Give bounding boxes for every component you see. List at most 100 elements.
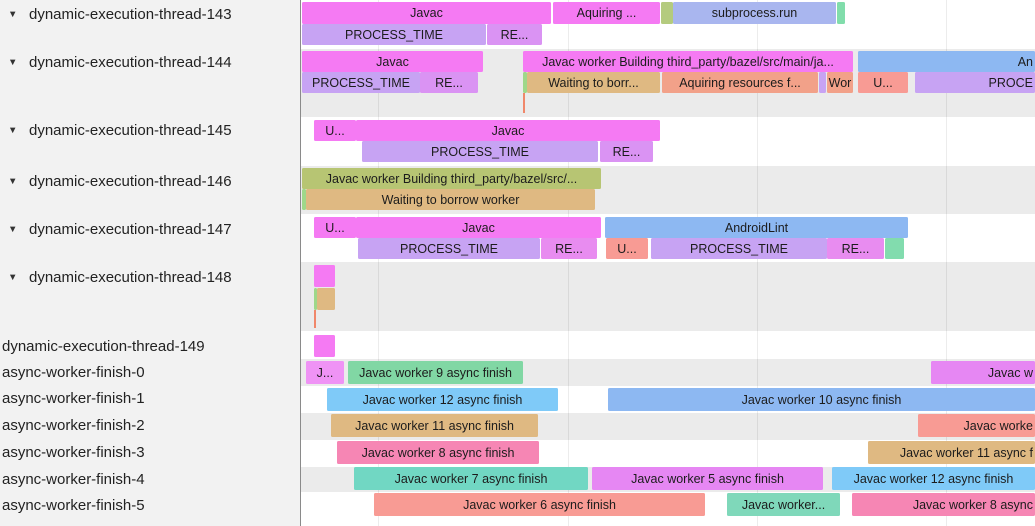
bar-label: Javac xyxy=(491,123,525,138)
trace-bar[interactable] xyxy=(523,72,527,93)
trace-bar[interactable]: Javac w xyxy=(931,361,1035,384)
row-label: dynamic-execution-thread-149 xyxy=(2,337,205,355)
sidebar-row-async-worker-finish-0[interactable]: async-worker-finish-0 xyxy=(0,361,300,383)
sidebar-row-dynamic-execution-thread-145[interactable]: ▼ dynamic-execution-thread-145 xyxy=(0,119,300,141)
trace-bar[interactable]: Javac xyxy=(356,120,660,141)
trace-bar[interactable] xyxy=(837,2,845,24)
bar-label: RE... xyxy=(612,144,641,159)
sidebar-row-async-worker-finish-3[interactable]: async-worker-finish-3 xyxy=(0,441,300,463)
trace-bar[interactable]: U... xyxy=(606,238,648,259)
bar-label: Aquiring ... xyxy=(576,6,637,20)
trace-bar[interactable]: PROCESS_TIME xyxy=(358,238,540,259)
bar-label: Waiting to borr... xyxy=(548,75,639,90)
bar-label: PROCESS_TIME xyxy=(345,27,443,42)
trace-bar[interactable]: U... xyxy=(858,72,908,93)
trace-bar[interactable]: RE... xyxy=(600,141,653,162)
sidebar-row-async-worker-finish-2[interactable]: async-worker-finish-2 xyxy=(0,414,300,436)
bar-label: AndroidLint xyxy=(724,220,789,235)
trace-bar[interactable]: PROCE xyxy=(915,72,1035,93)
trace-bar[interactable]: Javac worker 8 async finish xyxy=(337,441,539,464)
trace-bar[interactable]: Javac worker 9 async finish xyxy=(348,361,523,384)
trace-bar[interactable]: Javac worker Building third_party/bazel/… xyxy=(523,51,853,72)
trace-bar[interactable]: Javac worker 11 async f xyxy=(868,441,1035,464)
sidebar-row-async-worker-finish-4[interactable]: async-worker-finish-4 xyxy=(0,468,300,490)
row-label: dynamic-execution-thread-144 xyxy=(29,53,232,71)
collapse-arrow-icon[interactable]: ▼ xyxy=(8,8,18,20)
trace-bar[interactable]: Aquiring ... xyxy=(553,2,660,24)
trace-bar[interactable]: Javac worker 12 async finish xyxy=(327,388,558,411)
bar-label: Javac worker 8 async xyxy=(912,497,1033,512)
trace-bar[interactable]: PROCESS_TIME xyxy=(302,24,486,45)
bar-label: PROCESS_TIME xyxy=(431,144,529,159)
collapse-arrow-icon[interactable]: ▼ xyxy=(8,175,18,187)
trace-bar[interactable]: An xyxy=(858,51,1035,72)
sidebar-row-async-worker-finish-1[interactable]: async-worker-finish-1 xyxy=(0,387,300,409)
bar-label: subprocess.run xyxy=(711,6,798,20)
tick-mark[interactable] xyxy=(523,93,525,113)
trace-bar[interactable]: RE... xyxy=(541,238,597,259)
bar-label: Javac xyxy=(376,54,409,69)
sidebar-row-dynamic-execution-thread-144[interactable]: ▼ dynamic-execution-thread-144 xyxy=(0,51,300,73)
trace-bar[interactable] xyxy=(885,238,904,259)
bar-label: Aquiring resources f... xyxy=(679,75,801,90)
trace-bar[interactable]: Aquiring resources f... xyxy=(662,72,818,93)
trace-bar[interactable] xyxy=(819,72,826,93)
trace-bar[interactable]: Javac worker 8 async xyxy=(852,493,1035,516)
trace-bar[interactable]: RE... xyxy=(827,238,884,259)
bar-label: Javac w xyxy=(987,365,1033,380)
timeline[interactable]: Javac Aquiring ... subprocess.run PROCESS_T… xyxy=(301,0,1035,526)
trace-bar[interactable]: Javac xyxy=(356,217,601,238)
trace-bar[interactable] xyxy=(314,335,335,357)
trace-bar[interactable]: Javac worker 10 async finish xyxy=(608,388,1035,411)
trace-bar[interactable]: Javac worker... xyxy=(727,493,840,516)
trace-bar[interactable]: subprocess.run xyxy=(673,2,836,24)
trace-bar[interactable]: PROCESS_TIME xyxy=(651,238,827,259)
trace-bar[interactable]: Javac xyxy=(302,51,483,72)
bar-label: Javac worke xyxy=(963,418,1033,433)
trace-bar[interactable]: PROCESS_TIME xyxy=(302,72,420,93)
trace-bar[interactable]: Javac worker 5 async finish xyxy=(592,467,823,490)
trace-bar[interactable]: Javac xyxy=(302,2,551,24)
trace-bar[interactable]: Waiting to borrow worker xyxy=(306,189,595,210)
bar-label: Javac worker Building third_party/bazel/… xyxy=(542,54,834,69)
trace-bar[interactable] xyxy=(317,288,335,310)
trace-bar[interactable] xyxy=(302,189,306,210)
bar-label: Javac worker 11 async finish xyxy=(355,418,514,433)
trace-bar[interactable] xyxy=(314,265,335,287)
trace-bar[interactable]: PROCESS_TIME xyxy=(362,141,598,162)
collapse-arrow-icon[interactable]: ▼ xyxy=(8,124,18,136)
trace-bar[interactable]: Javac worker 6 async finish xyxy=(374,493,705,516)
trace-bar[interactable]: Javac worke xyxy=(918,414,1035,437)
tick-mark[interactable] xyxy=(314,310,316,328)
bar-label: U... xyxy=(617,241,637,256)
trace-bar[interactable]: U... xyxy=(314,217,356,238)
collapse-arrow-icon[interactable]: ▼ xyxy=(8,56,18,68)
bar-label: PROCESS_TIME xyxy=(690,241,788,256)
sidebar-row-dynamic-execution-thread-149[interactable]: dynamic-execution-thread-149 xyxy=(0,335,300,357)
trace-bar[interactable] xyxy=(661,2,673,24)
sidebar-row-dynamic-execution-thread-143[interactable]: ▼ dynamic-execution-thread-143 xyxy=(0,3,300,25)
gridline xyxy=(378,0,379,526)
sidebar-row-dynamic-execution-thread-146[interactable]: ▼ dynamic-execution-thread-146 xyxy=(0,170,300,192)
trace-bar[interactable] xyxy=(314,288,317,310)
trace-bar[interactable]: RE... xyxy=(420,72,478,93)
trace-bar[interactable]: J... xyxy=(306,361,344,384)
bar-label: Javac worker 9 async finish xyxy=(359,365,512,380)
row-label: async-worker-finish-4 xyxy=(2,470,145,488)
sidebar-row-dynamic-execution-thread-148[interactable]: ▼ dynamic-execution-thread-148 xyxy=(0,266,300,288)
collapse-arrow-icon[interactable]: ▼ xyxy=(8,223,18,235)
trace-bar[interactable]: RE... xyxy=(487,24,542,45)
trace-bar[interactable]: Javac worker 7 async finish xyxy=(354,467,588,490)
trace-bar[interactable]: Javac worker 11 async finish xyxy=(331,414,538,437)
sidebar-row-async-worker-finish-5[interactable]: async-worker-finish-5 xyxy=(0,494,300,516)
trace-bar[interactable]: Waiting to borr... xyxy=(527,72,660,93)
bar-label: U... xyxy=(873,75,893,90)
collapse-arrow-icon[interactable]: ▼ xyxy=(8,271,18,283)
sidebar-row-dynamic-execution-thread-147[interactable]: ▼ dynamic-execution-thread-147 xyxy=(0,218,300,240)
row-label: async-worker-finish-5 xyxy=(2,496,145,514)
trace-bar[interactable]: U... xyxy=(314,120,356,141)
trace-bar[interactable]: Javac worker 12 async finish xyxy=(832,467,1035,490)
trace-bar[interactable]: Javac worker Building third_party/bazel/… xyxy=(302,168,601,189)
trace-bar[interactable]: AndroidLint xyxy=(605,217,908,238)
trace-bar[interactable]: Wor xyxy=(827,72,853,93)
